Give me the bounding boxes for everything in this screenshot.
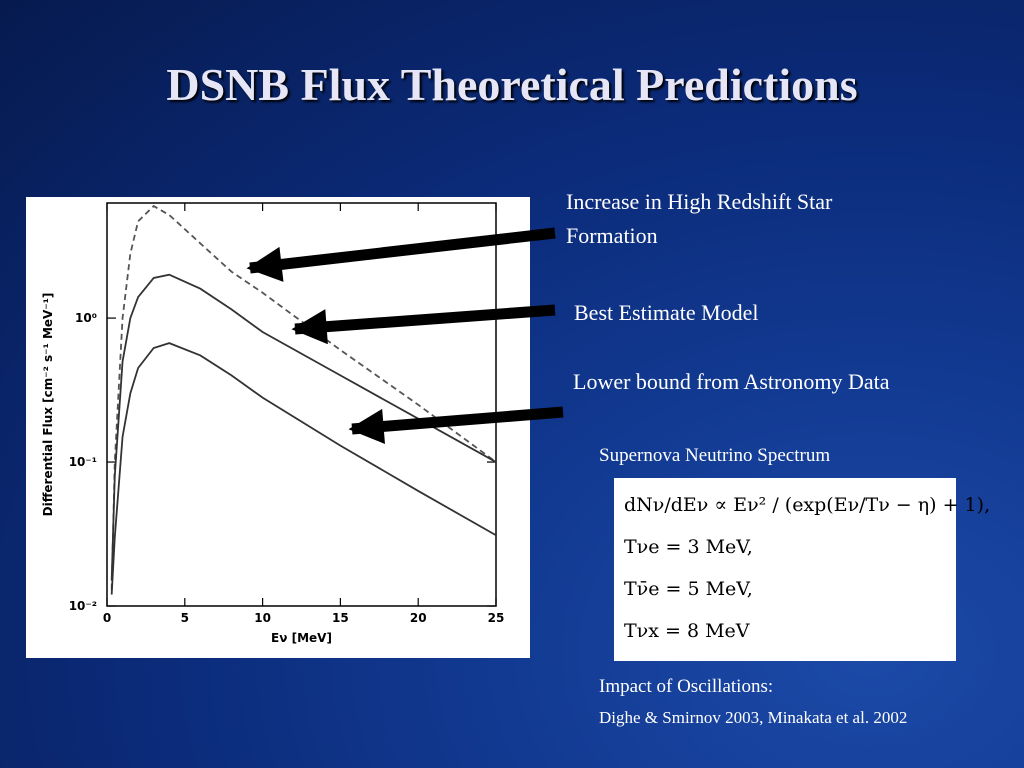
formula-box: dNν/dEν ∝ Eν² / (exp(Eν/Tν − η) + 1), Tν… (614, 478, 991, 661)
y-tick-label: 10⁻¹ (69, 455, 97, 469)
x-tick-label: 0 (103, 611, 111, 625)
x-axis-label: Eν [MeV] (271, 631, 332, 645)
flux-curve (110, 273, 497, 581)
plot-frame (106, 202, 497, 607)
references: Dighe & Smirnov 2003, Minakata et al. 20… (599, 708, 908, 727)
flux-curve (110, 342, 497, 595)
spectrum-heading: Supernova Neutrino Spectrum (599, 445, 831, 466)
formula-line: Tνe = 3 MeV, (624, 536, 753, 558)
formula-line: Tνx = 8 MeV (624, 620, 750, 642)
flux-curve (110, 204, 497, 590)
arrow (348, 406, 564, 444)
y-tick-label: 10⁻² (69, 599, 97, 613)
x-tick-label: 25 (488, 611, 505, 625)
formula-line: dNν/dEν ∝ Eν² / (exp(Eν/Tν − η) + 1), (624, 494, 991, 516)
annotation: Lower bound from Astronomy Data (573, 369, 890, 394)
slide-title: DSNB Flux Theoretical Predictions (166, 59, 858, 110)
y-tick-label: 10⁰ (75, 311, 97, 325)
y-axis-label: Differential Flux [cm⁻² s⁻¹ MeV⁻¹] (41, 293, 55, 517)
annotation: Increase in High Redshift Star Formation (566, 189, 833, 248)
x-tick-label: 20 (410, 611, 427, 625)
oscillations-heading: Impact of Oscillations: (599, 676, 774, 697)
x-tick-label: 5 (181, 611, 189, 625)
annotation: Best Estimate Model (574, 300, 759, 325)
x-tick-label: 15 (332, 611, 349, 625)
formula-line: Tν̄e = 5 MeV, (624, 578, 753, 600)
x-tick-label: 10 (254, 611, 271, 625)
arrow (291, 304, 556, 345)
arrow (246, 227, 556, 282)
